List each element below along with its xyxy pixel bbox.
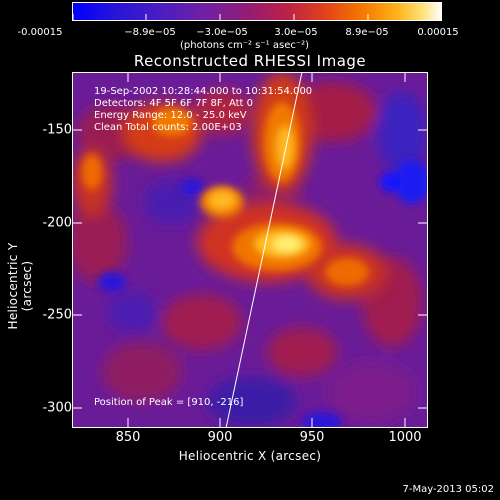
peak-position-text: Position of Peak = [910, -216]: [94, 397, 244, 408]
energy-range-text: Energy Range: 12.0 - 25.0 keV: [94, 110, 247, 121]
colorbar-tick-label: 3.0e−05: [274, 27, 318, 38]
y-axis-label: Heliocentric Y (arcsec): [6, 242, 34, 330]
colorbar-tick-label: 8.9e−05: [345, 27, 389, 38]
counts-text: Clean Total counts: 2.00E+03: [94, 122, 242, 133]
rhessi-image: [72, 72, 428, 428]
plot-title: Reconstructed RHESSI Image: [133, 52, 367, 70]
colorbar-tick-label: 0.00015: [417, 27, 459, 38]
y-tick-label: -200: [42, 215, 72, 231]
colorbar: [72, 2, 442, 21]
colorbar-units: (photons cm⁻² s⁻¹ asec⁻²): [180, 40, 310, 51]
colorbar-tick-label: -0.00015: [17, 27, 63, 38]
y-tick-label: -250: [42, 307, 72, 323]
y-tick-label: -150: [42, 122, 72, 138]
colorbar-tick-label: −8.9e−05: [124, 27, 176, 38]
x-axis-label: Heliocentric X (arcsec): [178, 449, 322, 463]
time-range-text: 19-Sep-2002 10:28:44.000 to 10:31:54.000: [94, 86, 313, 97]
x-tick-label: 950: [299, 430, 325, 445]
x-tick-label: 1000: [388, 430, 422, 445]
timestamp: 7-May-2013 05:02: [402, 484, 494, 495]
x-tick-label: 850: [115, 430, 141, 445]
detectors-text: Detectors: 4F 5F 6F 7F 8F, Att 0: [94, 98, 254, 109]
colorbar-tick-label: −3.0e−05: [196, 27, 248, 38]
y-tick-label: -300: [42, 400, 72, 416]
x-tick-label: 900: [207, 430, 233, 445]
